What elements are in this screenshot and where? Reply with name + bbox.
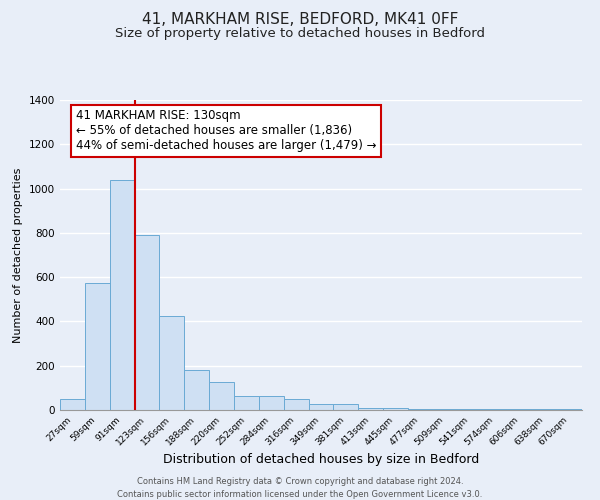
Text: Size of property relative to detached houses in Bedford: Size of property relative to detached ho… (115, 28, 485, 40)
Bar (284, 399, 308, 410)
Bar (532, 409, 557, 410)
Bar (458, 409, 482, 410)
Bar (85, 282, 110, 410)
Bar (60, 399, 85, 410)
Bar (234, 396, 259, 410)
Text: 41 MARKHAM RISE: 130sqm
← 55% of detached houses are smaller (1,836)
44% of semi: 41 MARKHAM RISE: 130sqm ← 55% of detache… (76, 110, 376, 152)
Bar (408, 409, 433, 410)
X-axis label: Distribution of detached houses by size in Bedford: Distribution of detached houses by size … (163, 452, 479, 466)
Bar (259, 396, 284, 410)
Bar (482, 409, 508, 410)
Bar (383, 408, 408, 410)
Bar (134, 235, 160, 410)
Bar (110, 180, 134, 410)
Bar (209, 382, 234, 410)
Text: 41, MARKHAM RISE, BEDFORD, MK41 0FF: 41, MARKHAM RISE, BEDFORD, MK41 0FF (142, 12, 458, 28)
Bar (557, 409, 582, 410)
Bar (358, 408, 383, 410)
Text: Contains HM Land Registry data © Crown copyright and database right 2024.: Contains HM Land Registry data © Crown c… (137, 478, 463, 486)
Bar (508, 409, 532, 410)
Bar (184, 370, 209, 410)
Bar (308, 404, 334, 410)
Bar (433, 409, 458, 410)
Bar (160, 316, 184, 410)
Text: Contains public sector information licensed under the Open Government Licence v3: Contains public sector information licen… (118, 490, 482, 499)
Bar (334, 404, 358, 410)
Y-axis label: Number of detached properties: Number of detached properties (13, 168, 23, 342)
